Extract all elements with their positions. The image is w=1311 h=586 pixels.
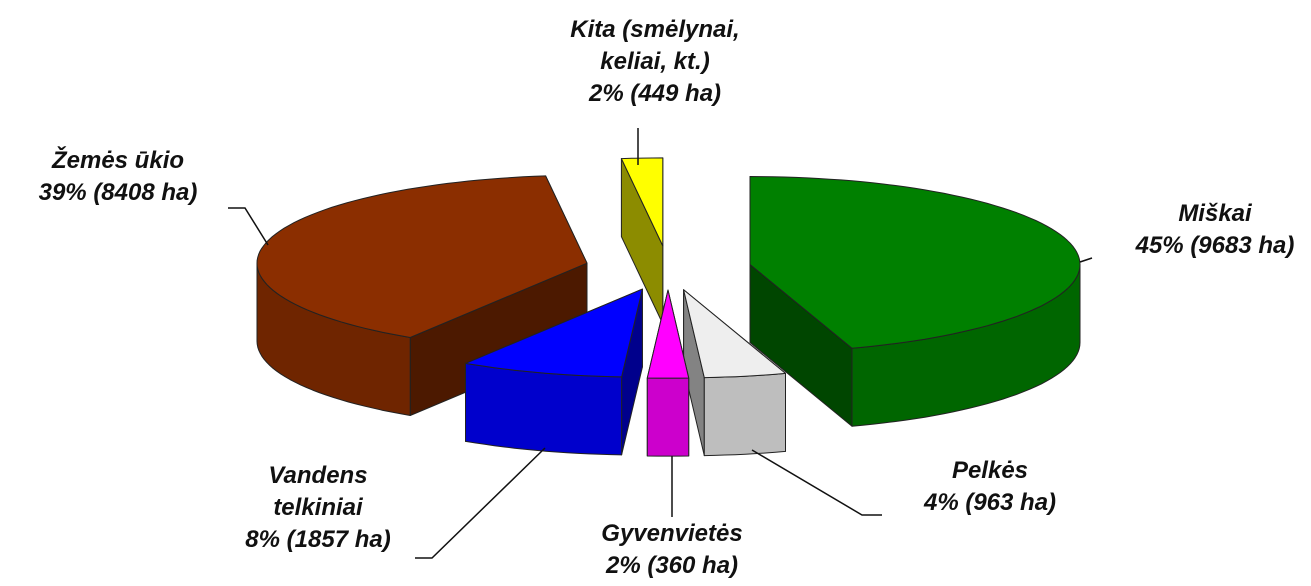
slice-label: Miškai 45% (9683 ha) <box>1115 198 1311 262</box>
category-label: Kita (smėlynai, keliai, kt.) <box>570 16 740 75</box>
value-label: 2% (449 ha) <box>588 80 722 107</box>
category-label: Miškai <box>1178 200 1252 227</box>
slice-rim <box>703 372 786 457</box>
category-label: Pelkės <box>951 457 1029 484</box>
slice <box>646 289 690 379</box>
slice <box>620 157 664 247</box>
slice-label: Pelkės 4% (963 ha) <box>890 455 1090 519</box>
value-label: 45% (9683 ha) <box>1135 232 1295 259</box>
slice-rim <box>465 362 623 456</box>
value-label: 2% (360 ha) <box>605 552 739 579</box>
slice-label: Žemės ūkio 39% (8408 ha) <box>3 145 233 209</box>
leader-line <box>1079 257 1093 263</box>
slice-rim <box>646 377 690 457</box>
value-label: 39% (8408 ha) <box>38 179 198 206</box>
slice-label: Kita (smėlynai, keliai, kt.) 2% (449 ha) <box>535 14 775 110</box>
slice <box>256 175 588 338</box>
category-label: Vandens telkiniai <box>268 462 368 521</box>
value-label: 8% (1857 ha) <box>245 526 391 553</box>
slice-label: Gyvenvietės 2% (360 ha) <box>562 518 782 582</box>
leader-line <box>415 447 546 559</box>
slice <box>749 176 1081 349</box>
category-label: Gyvenvietės <box>601 520 743 547</box>
category-label: Žemės ūkio <box>51 147 185 174</box>
leader-line <box>228 207 269 246</box>
leader-line <box>751 449 882 516</box>
value-label: 4% (963 ha) <box>923 489 1057 516</box>
slice <box>465 288 643 378</box>
slice <box>683 289 786 379</box>
slice-label: Vandens telkiniai 8% (1857 ha) <box>233 460 403 556</box>
